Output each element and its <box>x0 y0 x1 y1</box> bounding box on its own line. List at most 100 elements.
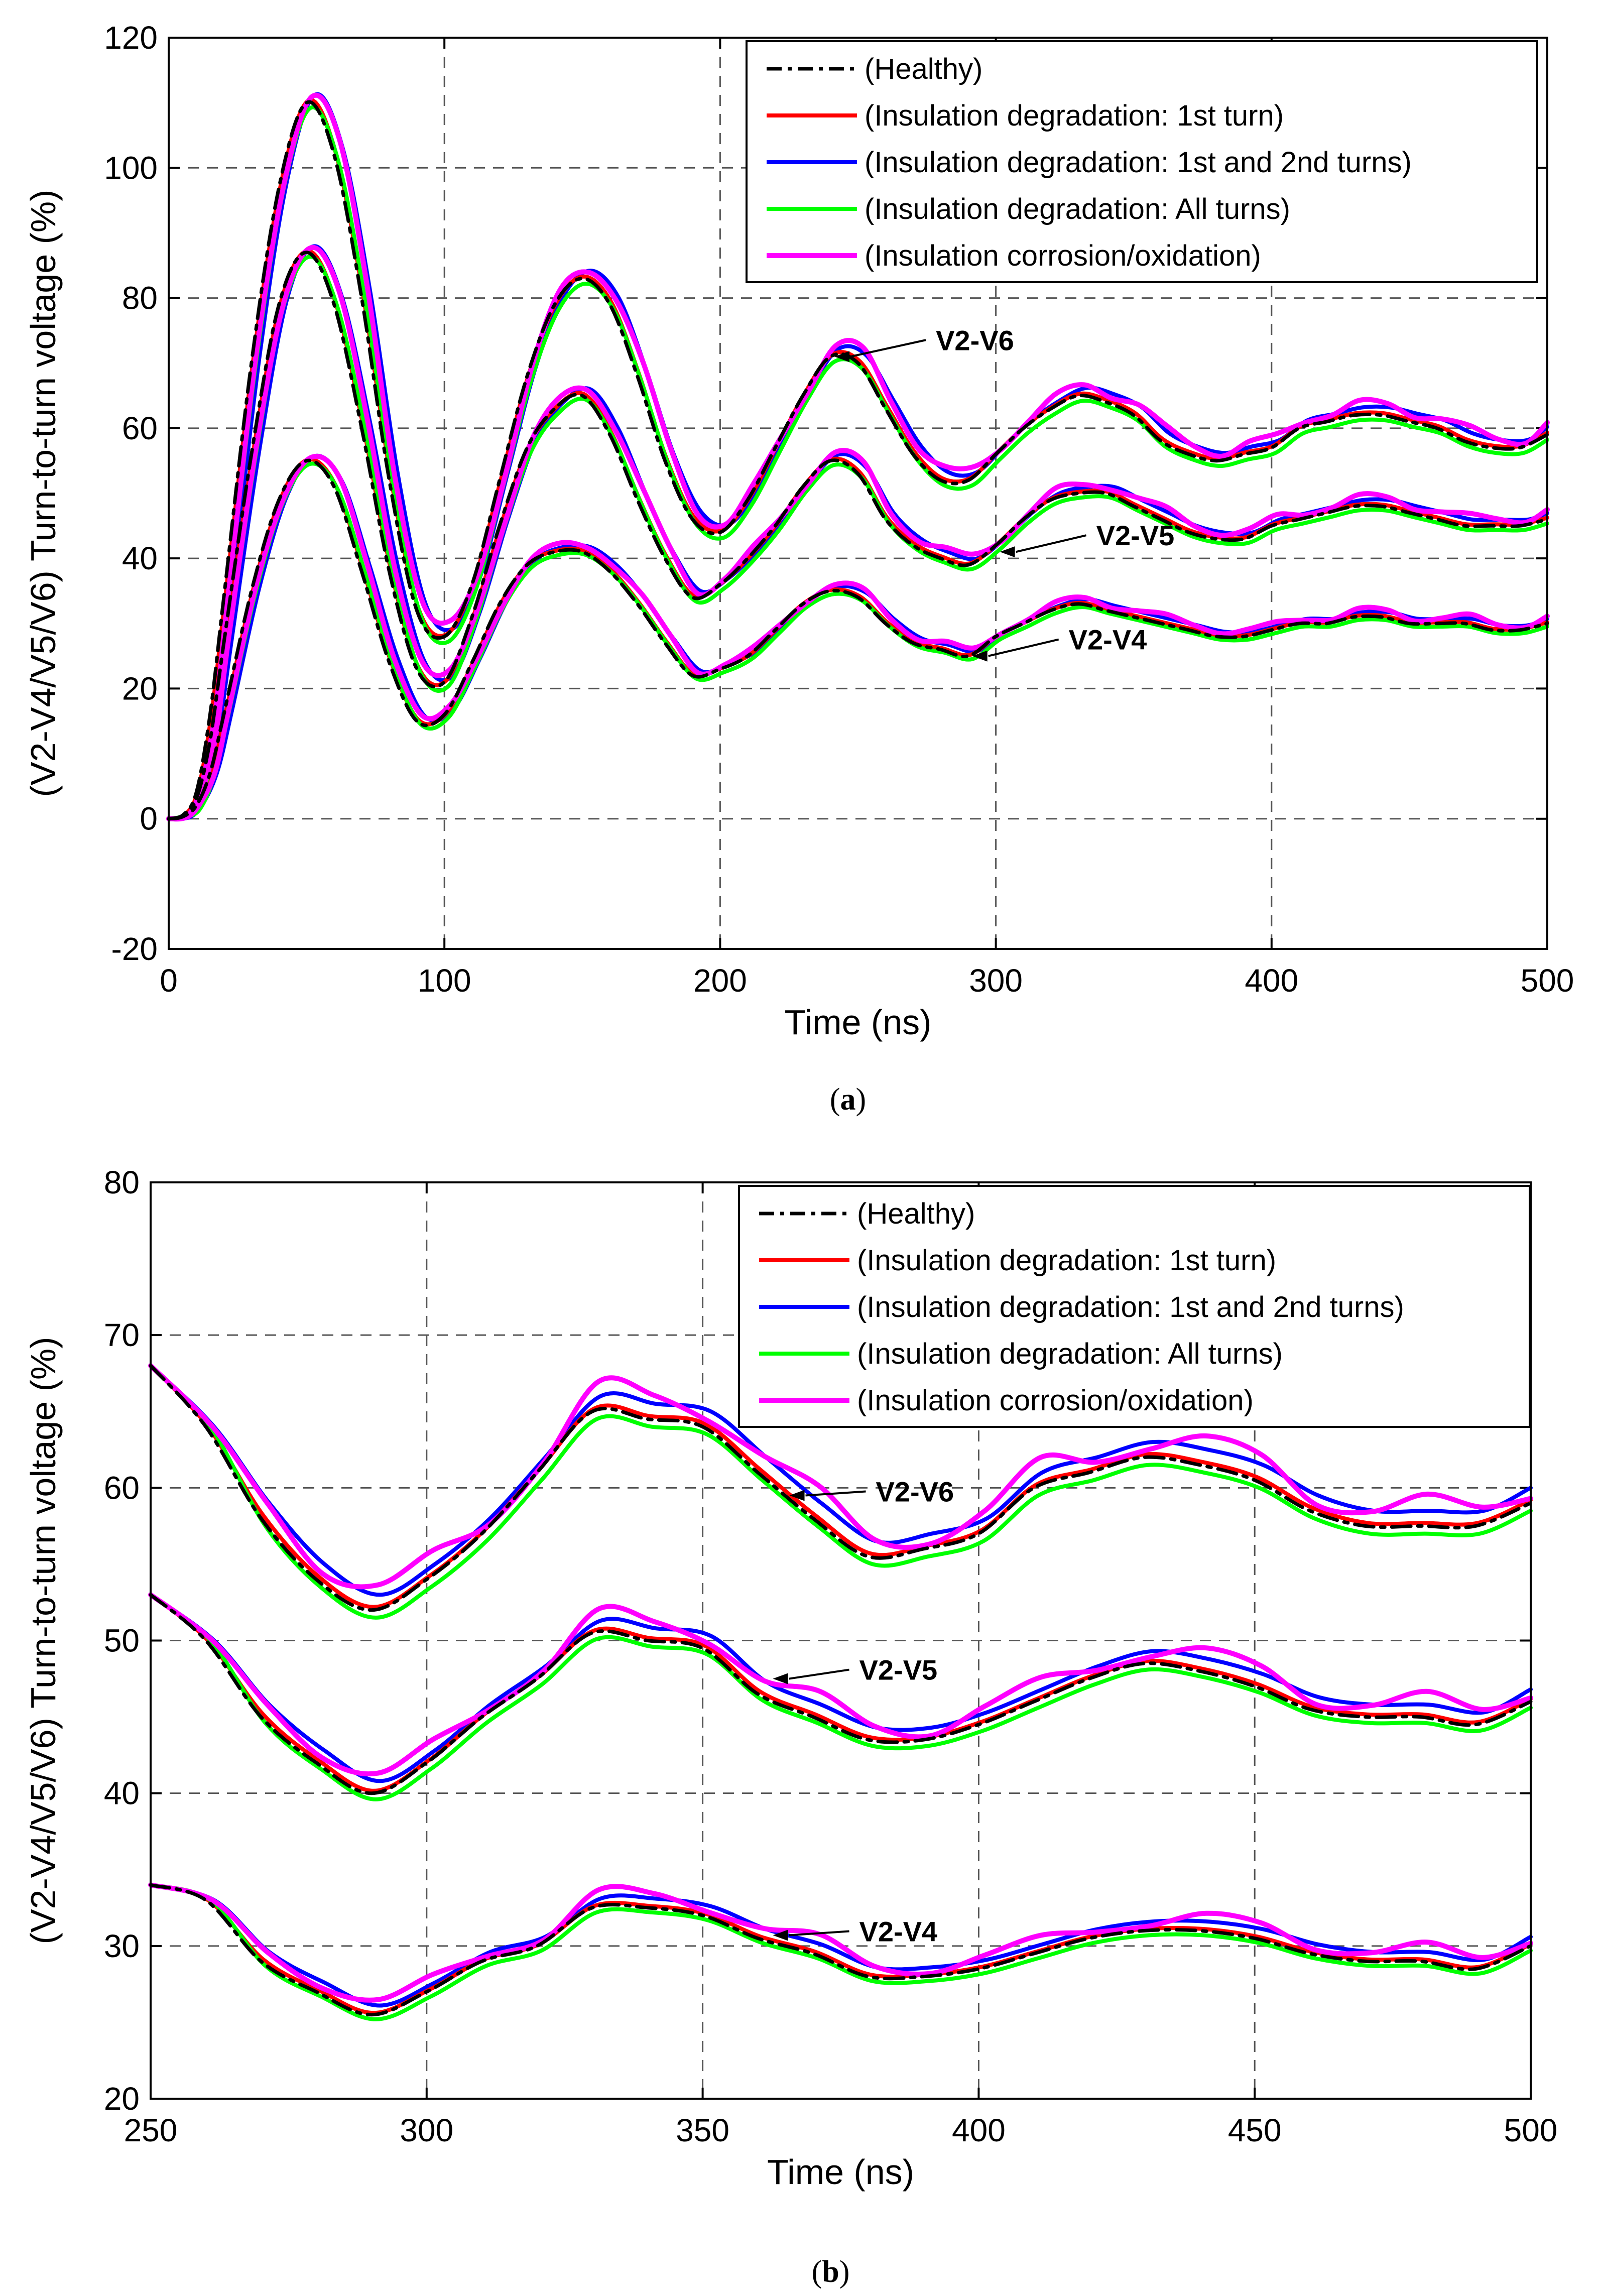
panel-a-y-tick-label: 80 <box>122 280 158 316</box>
panel-b-line-v2-v4-series-3 <box>149 1883 1533 2008</box>
panel-b-line-v2-v6-series-4 <box>149 1364 1533 1620</box>
panel-a-annotation-arrow-line <box>1016 534 1087 553</box>
panel-b-x-tick-label: 450 <box>1228 2112 1282 2148</box>
panel-b-caption-letter: b <box>822 2255 839 2289</box>
panel-b-y-tick-label: 20 <box>104 2081 140 2117</box>
panel-b-annotation-arrow-line <box>805 1490 866 1497</box>
panel-a-y-tick-label: 0 <box>140 801 158 837</box>
panel-a-x-tick-label: 100 <box>418 962 471 999</box>
panel-b-x-tick-label: 250 <box>124 2112 178 2148</box>
panel-a-caption: (a) <box>830 1082 866 1117</box>
panel-a-annotation-label: V2-V5 <box>1096 520 1175 551</box>
panel-a-y-tick-label: 60 <box>122 410 158 446</box>
panel-b-line-v2-v5-series-2 <box>149 1593 1533 1793</box>
panel-a-line-v2-v4-series-1 <box>167 458 1549 821</box>
panel-b-annotation-arrow-head <box>773 1673 788 1684</box>
panel-a-annotation-arrow-line <box>850 339 926 358</box>
panel-a-x-tick-label: 0 <box>160 962 178 999</box>
panel-b-legend-label-5: (Insulation corrosion/oxidation) <box>857 1384 1254 1417</box>
panel-a-annotation-arrow-line <box>988 638 1059 657</box>
panel-a-line-v2-v5-series-1 <box>167 251 1549 821</box>
panel-b-series-5 <box>148 1363 1533 2003</box>
panel-a-annotation-label: V2-V6 <box>936 324 1014 356</box>
panel-b-line-v2-v5-series-1 <box>149 1593 1533 1795</box>
panel-a-x-axis-title: Time (ns) <box>785 1003 932 1042</box>
panel-b-y-tick-label: 40 <box>104 1775 140 1811</box>
panel-b-x-tick-label: 400 <box>952 2112 1006 2148</box>
panel-a-y-tick-label: 100 <box>104 150 158 186</box>
panel-b-line-v2-v6-series-5 <box>148 1363 1533 1590</box>
panel-b-series-4 <box>149 1364 1533 2021</box>
panel-a-annotation-arrow-head <box>834 351 850 362</box>
panel-b-x-tick-label: 350 <box>676 2112 729 2148</box>
panel-a-y-tick-label: 120 <box>104 20 158 56</box>
panel-a-annotation-label: V2-V4 <box>1069 624 1147 656</box>
panel-b-y-axis-title: (V2-V4/V5/V6) Turn-to-turn voltage (%) <box>24 1337 63 1945</box>
panel-b-caption-close: ) <box>839 2255 850 2289</box>
panel-a-caption-close: ) <box>856 1082 867 1117</box>
panel-b-line-v2-v5-series-5 <box>148 1592 1533 1777</box>
panel-a-caption-letter: a <box>840 1082 856 1117</box>
panel-a-x-tick-label: 400 <box>1245 962 1298 999</box>
panel-b-line-v2-v6-series-3 <box>149 1364 1533 1597</box>
panel-b-line-v2-v4-series-2 <box>149 1883 1533 2015</box>
panel-a-annotation-arrow-head <box>972 650 988 662</box>
panel-a-y-tick-label: -20 <box>111 931 158 967</box>
panel-a-legend-label-1: (Healthy) <box>865 53 982 85</box>
panel-b-y-tick-label: 70 <box>104 1317 140 1353</box>
panel-a-chart: 0 100 200 300 400 500-20020406080100120V2-V6V… <box>24 20 1574 1117</box>
panel-b-line-v2-v6-series-2 <box>149 1364 1533 1609</box>
panel-a-axes-box <box>168 37 1548 950</box>
panel-b-chart: 250 300 350 400 450 500 20 30 40 50 60 70 80 V2-V6 V2-… <box>24 1164 1557 2289</box>
panel-b-legend-box <box>738 1185 1531 1428</box>
panel-a-line-v2-v5-series-4 <box>167 255 1549 821</box>
panel-a-legend-label-3: (Insulation degradation: 1st and 2nd tur… <box>865 146 1412 179</box>
panel-b-annotation-arrow-line <box>789 1668 849 1680</box>
panel-b-legend-label-3: (Insulation degradation: 1st and 2nd tur… <box>857 1291 1404 1323</box>
panel-a-legend-box <box>746 40 1538 283</box>
panel-b-legend-label-1: (Healthy) <box>857 1197 975 1230</box>
panel-b-y-tick-label: 30 <box>104 1928 140 1964</box>
panel-b-caption-open: ( <box>812 2255 822 2289</box>
panel-b-y-tick-label: 50 <box>104 1623 140 1659</box>
panel-b-series-2 <box>149 1364 1533 2015</box>
panel-a-legend-label-5: (Insulation corrosion/oxidation) <box>865 239 1261 272</box>
panel-b-annotation-label: V2-V4 <box>859 1916 938 1948</box>
panel-b-line-v2-v5-series-3 <box>149 1593 1533 1783</box>
panel-b-line-v2-v5-series-4 <box>149 1593 1533 1801</box>
panel-b-annotation-arrow-line <box>789 1930 849 1937</box>
panel-b-caption: (b) <box>812 2255 850 2289</box>
panel-b-annotation-label: V2-V5 <box>859 1654 938 1686</box>
panel-a-line-v2-v6-series-1 <box>167 100 1549 821</box>
panel-b-y-tick-label: 80 <box>104 1164 140 1200</box>
panel-b-line-v2-v4-series-1 <box>149 1883 1533 2017</box>
panel-b-axes-box <box>150 1181 1532 2100</box>
panel-a-legend-label-2: (Insulation degradation: 1st turn) <box>865 99 1284 132</box>
panel-b-series-1 <box>149 1364 1533 2017</box>
panel-b-annotation-arrow-head <box>789 1490 805 1501</box>
panel-b-series-3 <box>149 1364 1533 2008</box>
panel-a-x-tick-label: 500 <box>1521 962 1574 999</box>
panel-b-x-tick-label: 500 <box>1504 2112 1558 2148</box>
panel-a-line-v2-v4-series-5 <box>166 453 1550 821</box>
panel-a-line-v2-v5-series-5 <box>166 245 1550 821</box>
panel-b-legend-label-4: (Insulation degradation: All turns) <box>857 1338 1283 1370</box>
panel-b-line-v2-v6-series-1 <box>149 1364 1533 1612</box>
panel-a-x-tick-label: 300 <box>969 962 1023 999</box>
panel-a-y-tick-label: 40 <box>122 540 158 576</box>
panel-b-x-tick-label: 300 <box>400 2112 453 2148</box>
panel-a-annotation-arrow-head <box>1000 546 1015 558</box>
panel-a-y-axis-title: (V2-V4/V5/V6) Turn-to-turn voltage (%) <box>24 190 63 797</box>
panel-a-y-tick-label: 20 <box>122 670 158 706</box>
panel-b-annotation-label: V2-V6 <box>876 1476 954 1508</box>
panel-b-x-axis-title: Time (ns) <box>767 2152 914 2192</box>
panel-b-legend-label-2: (Insulation degradation: 1st turn) <box>857 1244 1276 1277</box>
panel-a-series-1 <box>167 100 1549 821</box>
panel-b-line-v2-v4-series-5 <box>148 1882 1533 2003</box>
panel-a-caption-open: ( <box>830 1082 840 1117</box>
panel-b-line-v2-v4-series-4 <box>149 1883 1533 2021</box>
panel-a-legend-label-4: (Insulation degradation: All turns) <box>865 193 1290 225</box>
panel-b-annotation-arrow-head <box>773 1929 788 1941</box>
panel-a-x-tick-label: 200 <box>693 962 747 999</box>
